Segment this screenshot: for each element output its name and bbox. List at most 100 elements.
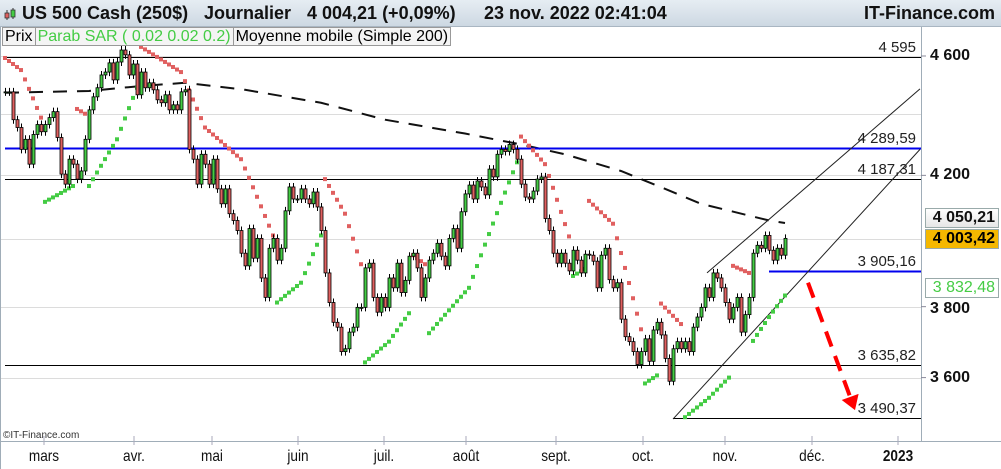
sar-dot (523, 139, 527, 144)
sar-dot (195, 106, 199, 111)
candle-body (503, 148, 508, 152)
sar-dot (167, 62, 171, 67)
candle-body (743, 314, 748, 333)
sar-dot (23, 77, 27, 82)
sar-dot (163, 59, 167, 64)
candle-body (183, 89, 188, 93)
candle-body (83, 138, 88, 172)
candle-body (191, 148, 196, 160)
candle-body (615, 282, 620, 289)
candle-body (119, 49, 124, 63)
sar-dot (111, 143, 115, 148)
sar-dot (339, 204, 343, 209)
sar-dot (327, 183, 331, 188)
sar-dot (571, 273, 575, 278)
sar-dot (351, 236, 355, 241)
candle-body (203, 153, 208, 165)
sar-dot (703, 399, 707, 404)
sar-dot (91, 177, 95, 182)
sar-dot (35, 105, 39, 110)
candle-body (223, 188, 228, 205)
candle-body (619, 282, 624, 320)
legend-moving-average[interactable]: Moyenne mobile (Simple 200) (232, 27, 452, 46)
candle-body (415, 252, 420, 269)
candle-body (23, 138, 28, 150)
candle-body (63, 173, 68, 185)
candle-body (551, 230, 556, 254)
candle-body (67, 158, 72, 185)
sar-dot (63, 188, 67, 193)
sar-dot (191, 97, 195, 102)
legend-parabolic-sar[interactable]: Parab SAR ( 0.02 0.02 0.2) (34, 27, 234, 46)
sar-dot (755, 332, 759, 337)
candle-body (399, 262, 404, 293)
sar-dot (175, 67, 179, 72)
candle-body (587, 253, 592, 256)
sar-dot (503, 190, 507, 195)
candle-body (631, 341, 636, 353)
candle-body (311, 191, 316, 205)
candle-body (679, 341, 684, 350)
x-tick-label: déc. (799, 448, 825, 465)
candle-body (391, 277, 396, 289)
sar-dot (603, 214, 607, 219)
sar-dot (43, 199, 47, 204)
forecast-arrow (806, 282, 859, 411)
candle-body (307, 198, 312, 205)
candle-body (455, 228, 460, 249)
candle-body (687, 341, 692, 353)
sar-dot (55, 193, 59, 198)
candle-body (563, 252, 568, 264)
candle-body (327, 272, 332, 303)
sar-dot (763, 320, 767, 325)
sar-dot (15, 65, 19, 70)
sar-dot (655, 373, 659, 378)
candle-body (671, 348, 676, 382)
candle-body (763, 235, 768, 249)
sar-dot (623, 265, 627, 270)
sar-dot (227, 146, 231, 151)
candle-body (703, 287, 708, 308)
sar-dot (235, 153, 239, 158)
candle-body (267, 247, 272, 298)
candle-body (447, 237, 452, 267)
candle-body (395, 262, 400, 289)
sar-dot (619, 251, 623, 256)
sar-dot (359, 262, 363, 267)
sar-dot (719, 383, 723, 388)
sar-dot (383, 343, 387, 348)
level-label: 3 905,16 (857, 252, 916, 270)
sar-dot (219, 139, 223, 144)
sar-dot (519, 134, 523, 139)
candle-body (443, 255, 448, 267)
sar-dot (143, 47, 147, 52)
sar-dot (555, 197, 559, 202)
candle-body (739, 296, 744, 333)
sar-dot (639, 327, 643, 332)
candle-body (567, 262, 572, 272)
sar-dot (67, 186, 71, 191)
candle-body (583, 253, 588, 274)
candle-body (407, 255, 412, 281)
sar-dot (747, 270, 751, 275)
sar-dot (87, 184, 91, 189)
candle-body (339, 326, 344, 353)
sar-dot (771, 309, 775, 314)
candle-body (19, 127, 24, 150)
candle-body (143, 71, 148, 89)
sar-dot (483, 242, 487, 247)
sar-dot (403, 316, 407, 321)
sar-dot (103, 157, 107, 162)
y-tick-label: 3 800 (930, 299, 971, 317)
sar-dot (679, 322, 683, 327)
candle-body (95, 87, 100, 98)
candle-body (499, 148, 504, 155)
candle-body (211, 158, 216, 185)
candlestick-icon (4, 8, 16, 20)
legend-price[interactable]: Prix (2, 27, 36, 46)
candle-body (239, 230, 244, 254)
sar-dot (215, 135, 219, 140)
sar-dot (155, 54, 159, 59)
candle-body (643, 338, 648, 353)
